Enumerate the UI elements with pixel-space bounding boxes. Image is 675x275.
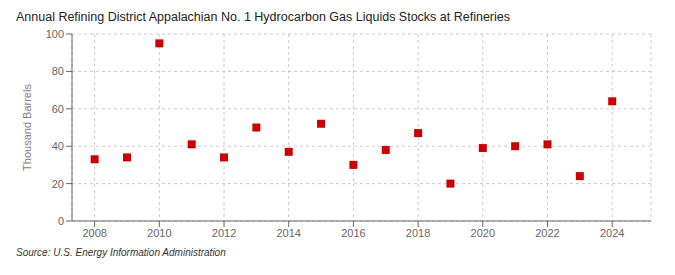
svg-text:80: 80 [52,65,64,77]
svg-text:2020: 2020 [471,227,495,239]
svg-text:2008: 2008 [82,227,106,239]
svg-text:2024: 2024 [600,227,624,239]
svg-text:2010: 2010 [147,227,171,239]
svg-text:40: 40 [52,140,64,152]
svg-text:2022: 2022 [535,227,559,239]
svg-text:2012: 2012 [212,227,236,239]
html-text:Annual Refining District Appal: Annual Refining District Appalachian No.… [16,10,510,24]
svg-text:2014: 2014 [276,227,300,239]
svg-text:Thousand Barrels: Thousand Barrels [21,84,33,171]
html-text:Source: U.S. Energy Informatio: Source: U.S. Energy Information Administ… [16,247,226,258]
svg-text:2018: 2018 [406,227,430,239]
svg-text:2016: 2016 [341,227,365,239]
svg-text:60: 60 [52,103,64,115]
svg-text:20: 20 [52,178,64,190]
svg-text:100: 100 [46,28,64,40]
svg-text:0: 0 [58,215,64,227]
